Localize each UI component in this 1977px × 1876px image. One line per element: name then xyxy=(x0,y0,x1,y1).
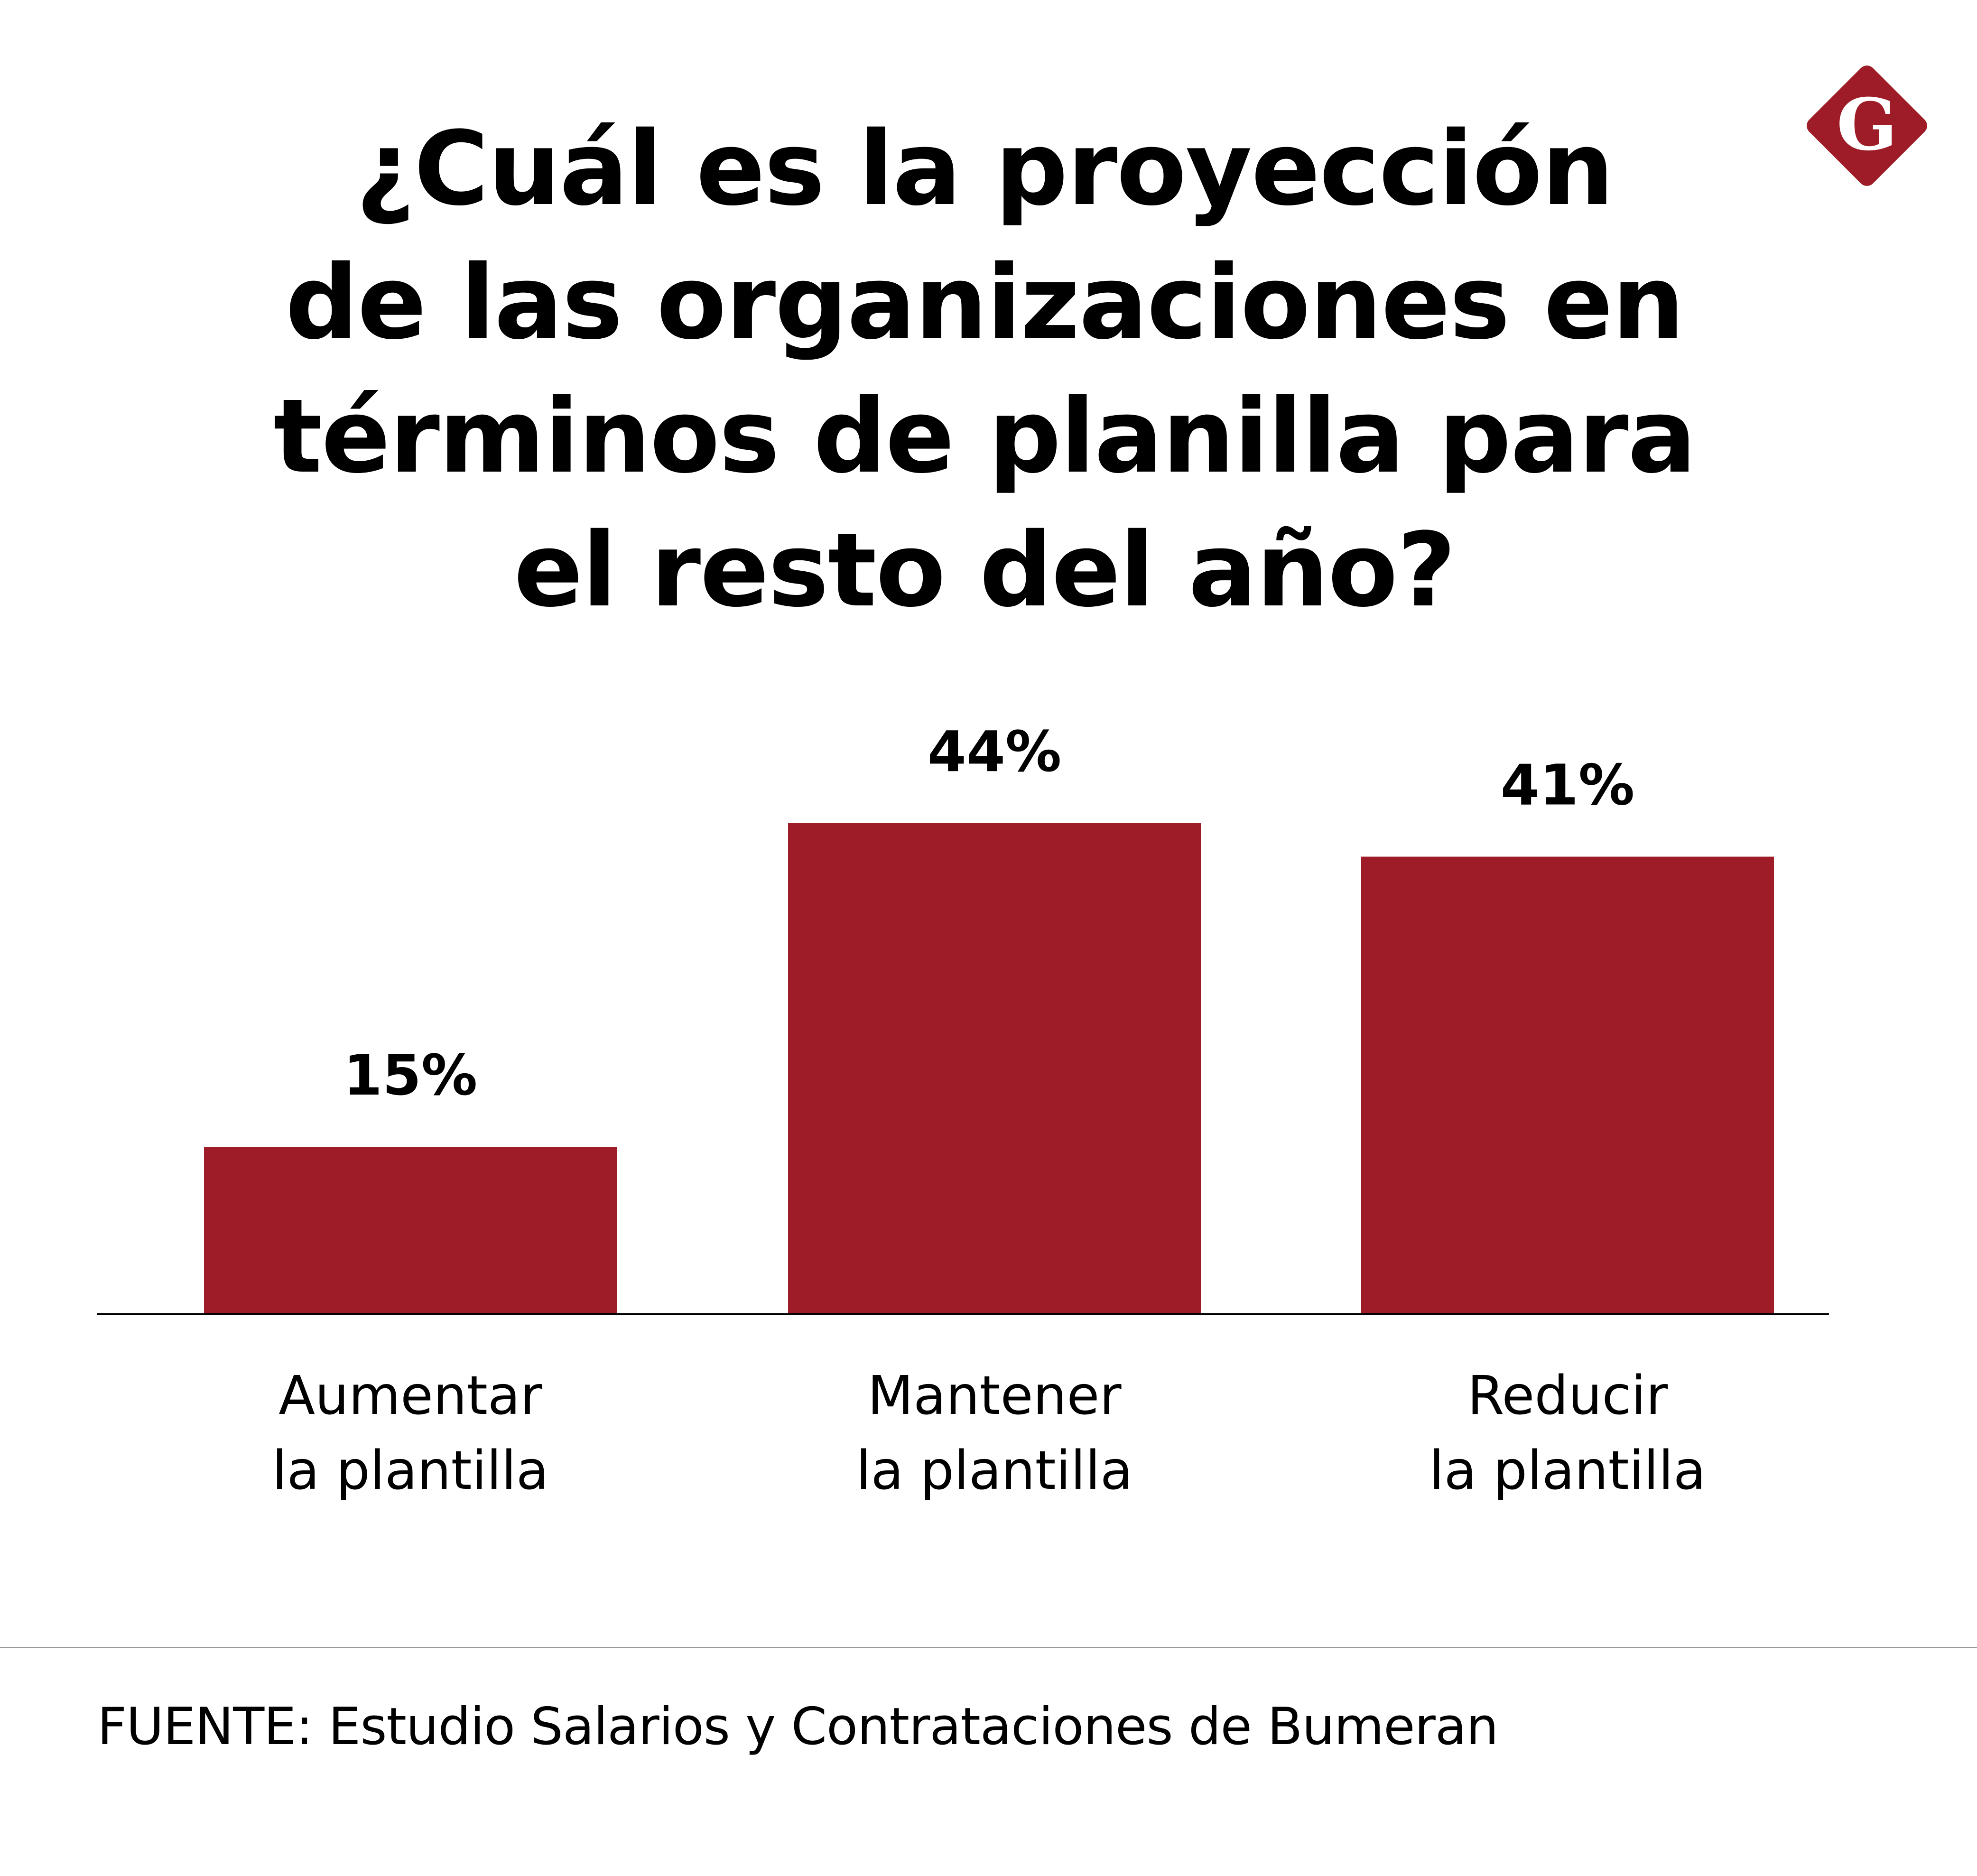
diamond-g-logo-icon: G xyxy=(1807,65,1927,186)
bar-2 xyxy=(788,823,1201,1314)
value-label-1: 15% xyxy=(343,1042,477,1108)
category-label-3-line-1: Reducir xyxy=(1467,1365,1668,1427)
category-label-3-line-2: la plantilla xyxy=(1429,1440,1706,1502)
value-label-3: 41% xyxy=(1501,752,1634,818)
logo-letter: G xyxy=(1837,83,1897,167)
title-line-1: ¿Cuál es la proyección xyxy=(355,109,1614,228)
title-line-3: términos de planilla para xyxy=(273,377,1696,496)
value-label-2: 44% xyxy=(928,719,1061,784)
title-line-2: de las organizaciones en xyxy=(285,243,1684,362)
bar-chart: 15% Aumentar la plantilla 44% Mantener la pla… xyxy=(97,719,1829,1502)
category-label-1-line-1: Aumentar xyxy=(278,1365,542,1427)
category-label-2-line-2: la plantilla xyxy=(856,1440,1132,1502)
bar-1 xyxy=(204,1147,617,1314)
category-label-2-line-1: Mantener xyxy=(867,1365,1122,1427)
chart-title: ¿Cuál es la proyección de las organizaci… xyxy=(247,102,1722,637)
logo-diamond-shape xyxy=(1807,65,1927,186)
title-line-4: el resto del año? xyxy=(513,511,1456,630)
footer-divider xyxy=(0,1647,1977,1648)
category-label-1-line-2: la plantilla xyxy=(272,1440,548,1502)
source-note: FUENTE: Estudio Salarios y Contratacione… xyxy=(97,1697,1499,1756)
bar-3 xyxy=(1361,856,1774,1314)
